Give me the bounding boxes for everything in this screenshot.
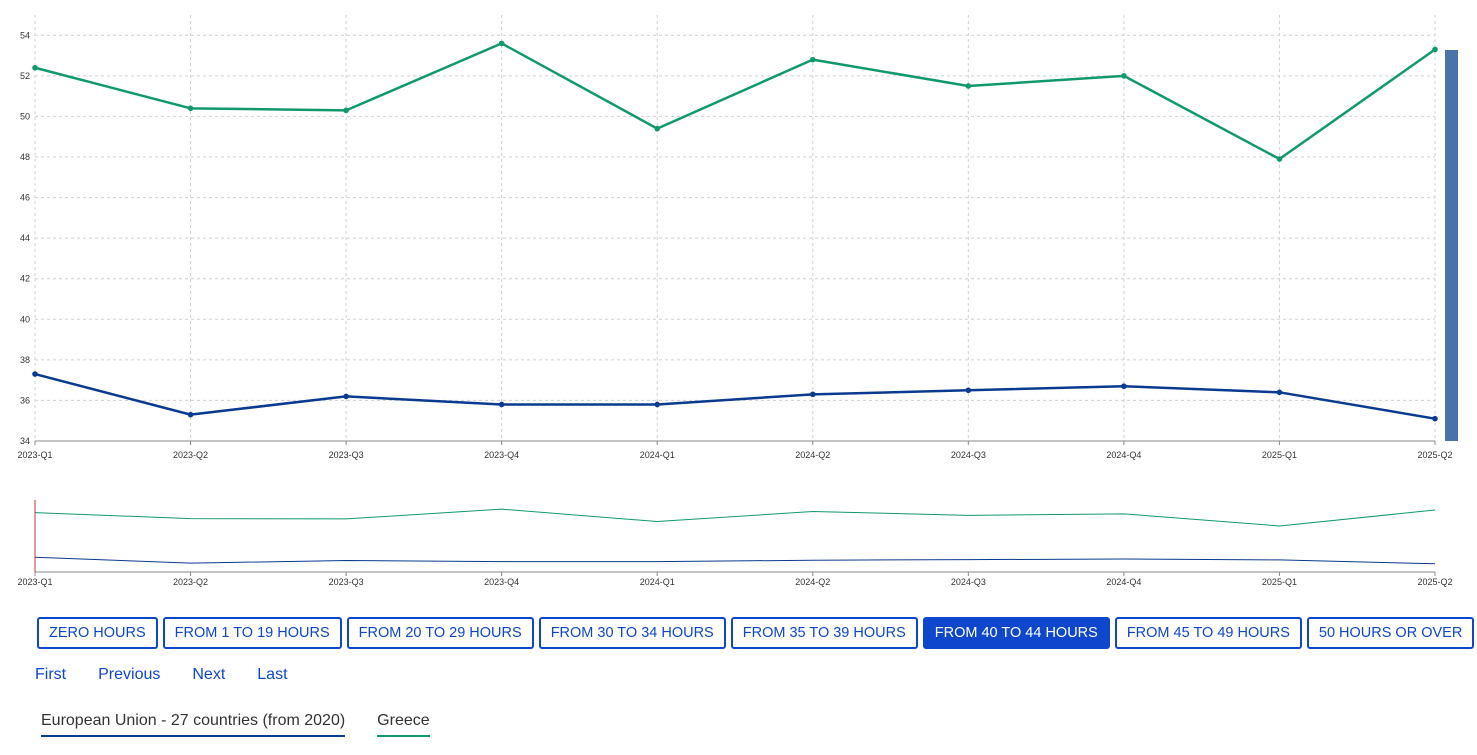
pagination: First Previous Next Last	[35, 666, 320, 684]
chart-legend: European Union - 27 countries (from 2020…	[41, 712, 462, 737]
data-point	[1276, 156, 1283, 162]
button-45-to-49-hours[interactable]: FROM 45 TO 49 HOURS	[1114, 617, 1302, 649]
data-point	[1432, 415, 1438, 422]
x-tick-label: 2024-Q4	[1106, 450, 1141, 460]
last-link[interactable]: Last	[257, 666, 288, 683]
navigator-tick-label: 2023-Q1	[17, 577, 52, 587]
data-point	[32, 64, 38, 71]
button-50-hours-or-over[interactable]: 50 HOURS OR OVER	[1306, 617, 1475, 649]
x-tick-label: 2023-Q2	[173, 450, 208, 460]
data-point	[187, 411, 194, 418]
button-35-to-39-hours[interactable]: FROM 35 TO 39 HOURS	[730, 617, 918, 649]
data-point	[32, 371, 38, 377]
chart-scrollbar[interactable]	[1445, 50, 1458, 441]
navigator-tick-label: 2023-Q2	[173, 577, 208, 587]
data-point	[1121, 383, 1127, 390]
navigator-tick-label: 2024-Q4	[1106, 577, 1141, 587]
data-point	[965, 83, 972, 89]
navigator-tick-label: 2024-Q3	[951, 577, 986, 587]
legend-item-eu27[interactable]: European Union - 27 countries (from 2020…	[41, 712, 346, 737]
first-link[interactable]: First	[35, 666, 67, 683]
y-tick-label: 50	[20, 111, 30, 121]
y-tick-label: 40	[20, 314, 30, 324]
data-point	[809, 56, 816, 63]
navigator-tick-label: 2024-Q2	[795, 577, 830, 587]
data-point	[187, 105, 194, 112]
button-1-to-19-hours[interactable]: FROM 1 TO 19 HOURS	[162, 617, 342, 649]
navigator-tick-label: 2024-Q1	[640, 577, 675, 587]
data-point	[1432, 46, 1438, 53]
main-line-chart: 34 36 38 40 42 44 46 48 50 52 54 2023-Q1 2023-Q2 2023…	[17, 15, 1453, 460]
series-line-1	[34, 42, 1436, 161]
navigator-tick-label: 2023-Q3	[329, 577, 364, 587]
data-point	[498, 401, 505, 408]
data-point	[1276, 389, 1283, 396]
navigator-chart[interactable]: 2023-Q1 2023-Q2 2023-Q3 2023-Q4 2024-Q1 2024-…	[0, 490, 1477, 590]
x-tick-label: 2023-Q3	[329, 450, 364, 460]
x-tick-label: 2024-Q1	[640, 450, 675, 460]
button-30-to-34-hours[interactable]: FROM 30 TO 34 HOURS	[538, 617, 726, 649]
legend-item-greece[interactable]: Greece	[377, 712, 430, 737]
data-point	[1121, 73, 1127, 79]
x-tick-label: 2025-Q2	[1417, 450, 1452, 460]
data-point	[343, 393, 349, 400]
y-tick-label: 42	[20, 274, 30, 284]
hours-category-buttons: ZERO HOURS FROM 1 TO 19 HOURS FROM 20 TO…	[37, 617, 1475, 649]
data-point	[654, 125, 661, 132]
button-40-to-44-hours[interactable]: FROM 40 TO 44 HOURS	[922, 617, 1110, 649]
series-line-0	[34, 372, 1436, 420]
x-tick-label: 2023-Q1	[17, 450, 52, 460]
y-tick-label: 54	[20, 30, 30, 40]
next-link[interactable]: Next	[192, 666, 226, 683]
y-tick-label: 36	[20, 395, 30, 405]
navigator-tick-label: 2023-Q4	[484, 577, 519, 587]
data-point	[498, 40, 505, 47]
data-point	[809, 391, 816, 398]
previous-link[interactable]: Previous	[98, 666, 161, 683]
data-point	[343, 107, 349, 114]
x-tick-label: 2025-Q1	[1262, 450, 1297, 460]
data-point	[654, 401, 661, 408]
x-tick-label: 2024-Q2	[795, 450, 830, 460]
button-20-to-29-hours[interactable]: FROM 20 TO 29 HOURS	[346, 617, 534, 649]
button-zero-hours[interactable]: ZERO HOURS	[37, 617, 158, 649]
navigator-series-line-1	[34, 508, 1436, 527]
data-point	[965, 387, 972, 394]
y-tick-label: 52	[20, 71, 30, 81]
navigator-series-line-0	[34, 556, 1436, 565]
y-tick-label: 48	[20, 152, 30, 162]
x-tick-label: 2023-Q4	[484, 450, 519, 460]
y-tick-label: 44	[20, 233, 30, 243]
y-tick-label: 46	[20, 193, 30, 203]
navigator-tick-label: 2025-Q1	[1262, 577, 1297, 587]
navigator-tick-label: 2025-Q2	[1417, 577, 1452, 587]
y-tick-label: 38	[20, 355, 30, 365]
x-tick-label: 2024-Q3	[951, 450, 986, 460]
y-tick-label: 34	[20, 436, 30, 446]
